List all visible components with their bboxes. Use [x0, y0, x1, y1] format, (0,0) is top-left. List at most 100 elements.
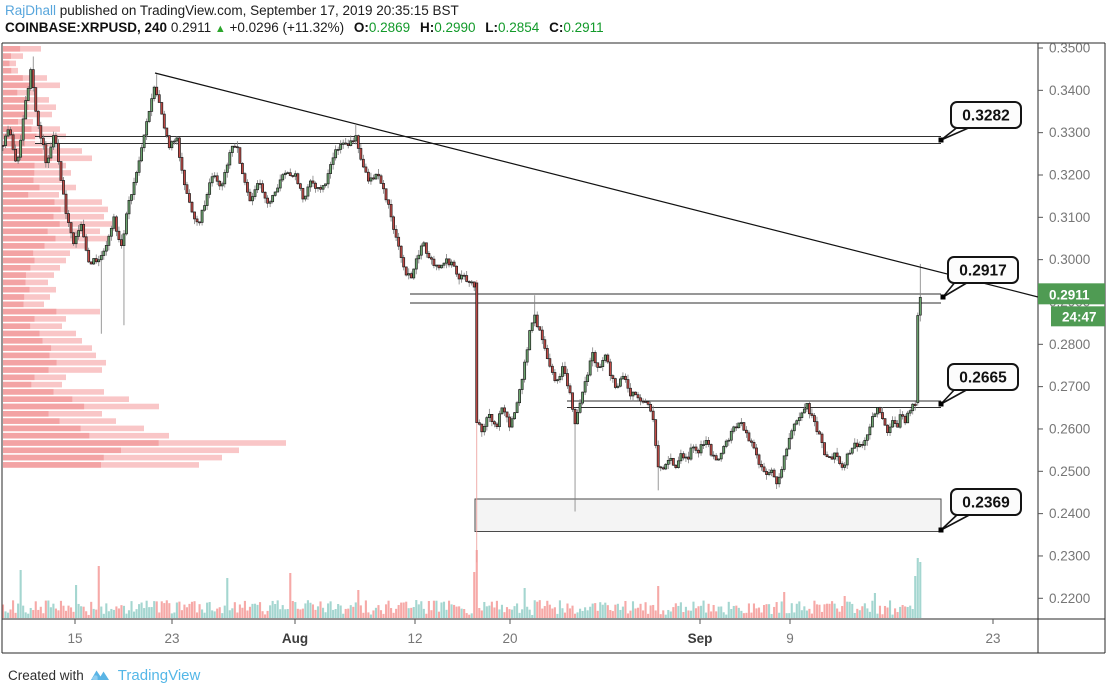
candle: [311, 180, 315, 184]
candle: [608, 361, 612, 376]
callout-0.2665[interactable]: 0.2665: [938, 363, 1019, 407]
candle: [780, 469, 784, 478]
time-tick-label: 15: [67, 631, 82, 646]
candle: [208, 182, 212, 195]
volume-bar: [97, 566, 100, 618]
volume-bar: [594, 603, 597, 618]
volume-bar: [415, 600, 418, 618]
candle: [762, 466, 766, 472]
candle: [712, 454, 716, 457]
callout-box[interactable]: [950, 101, 1022, 129]
volume-bar: [838, 611, 841, 618]
tradingview-brand-link[interactable]: TradingView: [117, 666, 201, 684]
volume-bar: [236, 612, 239, 618]
candle: [273, 191, 277, 196]
callout-anchor[interactable]: [938, 527, 944, 533]
volume-profile-bar-hot: [3, 60, 10, 67]
candle: [215, 175, 219, 182]
candle: [535, 314, 539, 328]
candle: [107, 235, 111, 246]
callout-0.2917[interactable]: 0.2917: [940, 256, 1019, 300]
candle: [525, 349, 529, 363]
volume-bar: [657, 586, 660, 618]
callout-box[interactable]: [947, 256, 1019, 284]
volume-bar: [354, 602, 357, 618]
callout-anchor[interactable]: [940, 294, 946, 300]
volume-profile-bar: [3, 411, 102, 417]
volume-bar: [432, 600, 435, 618]
volume-bar: [851, 603, 854, 618]
callout-box[interactable]: [947, 363, 1019, 391]
candle: [755, 447, 758, 456]
volume-profile-bar-hot: [3, 155, 52, 162]
candle: [152, 86, 156, 100]
candle: [601, 360, 605, 368]
volume-profile-bar-hot: [3, 330, 40, 337]
callout-0.3282[interactable]: 0.3282: [938, 101, 1022, 143]
candle: [198, 221, 201, 224]
candle: [860, 444, 864, 446]
volume-profile-bar-hot: [3, 462, 101, 468]
volume-bar: [188, 603, 191, 618]
candle: [777, 476, 781, 485]
price-tick-label: 0.2800: [1049, 337, 1090, 352]
callout-anchor[interactable]: [938, 401, 944, 407]
support-zone-0.2369[interactable]: [474, 498, 942, 532]
volume-bar: [190, 601, 194, 618]
candle: [742, 422, 746, 431]
volume-bar: [914, 576, 917, 618]
volume-bar: [9, 609, 12, 618]
volume-bar: [528, 609, 531, 618]
author-link[interactable]: RajDhall: [5, 3, 57, 18]
candle: [112, 216, 116, 229]
volume-bar: [740, 610, 743, 618]
callout-anchor[interactable]: [938, 137, 944, 143]
volume-bar: [664, 614, 667, 618]
volume-bar: [846, 601, 849, 618]
callout-price-label: 0.2369: [962, 495, 1010, 512]
candle: [835, 452, 839, 458]
volume-bar: [102, 613, 105, 618]
candle: [573, 408, 577, 425]
candle: [427, 253, 431, 258]
candle: [399, 245, 403, 258]
volume-bar: [427, 600, 430, 618]
time-tick-label: 9: [786, 631, 794, 646]
candle: [455, 265, 458, 275]
volume-profile-bar-hot: [3, 235, 56, 242]
candle: [603, 354, 607, 361]
volume-bar: [352, 606, 355, 618]
volume-bar: [833, 603, 836, 618]
callout-box[interactable]: [950, 488, 1022, 516]
volume-bar: [538, 600, 541, 618]
volume-bar: [715, 611, 718, 618]
volume-bar: [649, 605, 652, 618]
candle: [540, 329, 544, 341]
candle: [651, 410, 655, 421]
candle: [407, 273, 411, 276]
volume-bar: [440, 602, 443, 618]
volume-bar: [276, 600, 279, 618]
candle: [94, 258, 98, 263]
candle: [72, 232, 75, 245]
volume-bar: [132, 611, 136, 618]
volume-bar: [523, 588, 526, 618]
volume-bar: [904, 606, 907, 618]
candle: [634, 391, 637, 396]
time-tick-label: 12: [407, 631, 422, 646]
volume-profile-bar: [3, 323, 62, 329]
descending-trendline[interactable]: [154, 72, 1039, 298]
candle: [485, 417, 489, 427]
volume-bar: [32, 610, 35, 618]
volume-bar: [750, 612, 753, 618]
candle: [336, 149, 340, 151]
candle: [641, 400, 645, 403]
volume-profile-bar-hot: [3, 286, 30, 293]
candle: [109, 227, 113, 237]
volume-bar: [863, 603, 866, 618]
volume-profile-bar-hot: [3, 454, 104, 461]
candle: [865, 434, 869, 441]
callout-0.2369[interactable]: 0.2369: [938, 488, 1022, 533]
candle: [513, 412, 516, 420]
